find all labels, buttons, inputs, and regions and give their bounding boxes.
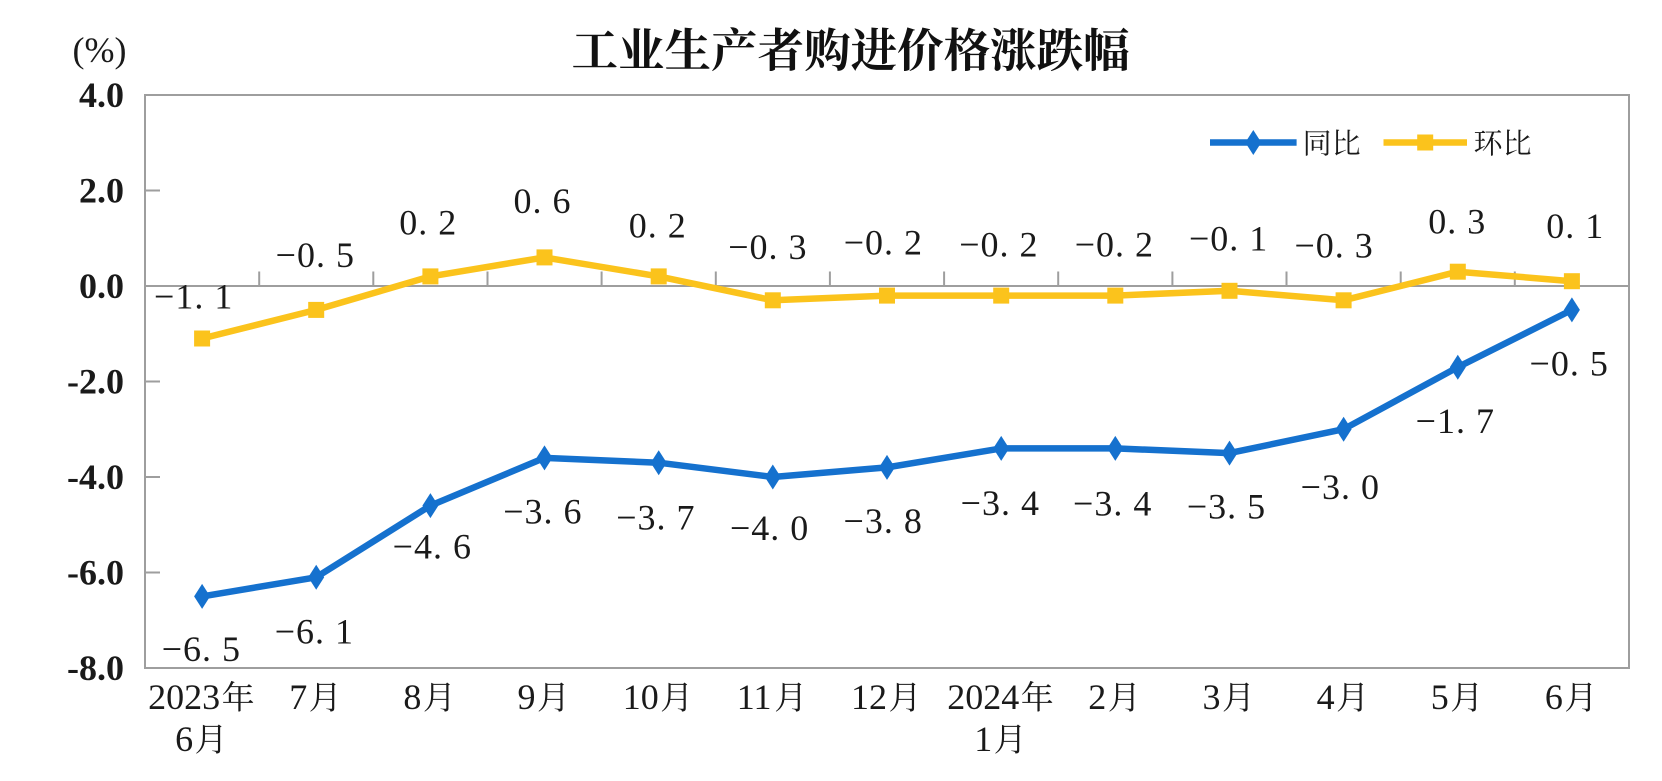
svg-text:−4. 6: −4. 6: [393, 527, 472, 567]
svg-text:−0. 3: −0. 3: [728, 227, 807, 267]
svg-text:6: 6: [175, 719, 193, 759]
svg-text:−3. 7: −3. 7: [616, 497, 695, 537]
svg-text:−0. 5: −0. 5: [1530, 344, 1609, 384]
svg-text:−3. 6: −3. 6: [503, 491, 582, 531]
svg-text:-8.0: -8.0: [67, 648, 124, 688]
svg-text:−6. 1: −6. 1: [275, 612, 354, 652]
svg-text:0. 6: 0. 6: [514, 181, 572, 221]
svg-text:−0. 3: −0. 3: [1294, 225, 1373, 265]
svg-text:−4. 0: −4. 0: [730, 508, 809, 548]
svg-text:10: 10: [623, 677, 659, 717]
svg-text:−0. 2: −0. 2: [1075, 224, 1154, 264]
svg-text:0.0: 0.0: [79, 266, 124, 306]
svg-text:2024: 2024: [947, 677, 1019, 717]
svg-text:9: 9: [518, 677, 536, 717]
svg-text:(%): (%): [73, 30, 127, 70]
svg-text:−0. 2: −0. 2: [959, 224, 1038, 264]
svg-text:-6.0: -6.0: [67, 553, 124, 593]
svg-text:−3. 0: −3. 0: [1301, 467, 1380, 507]
svg-text:−0. 5: −0. 5: [276, 235, 355, 275]
svg-text:-2.0: -2.0: [67, 362, 124, 402]
svg-text:4: 4: [1317, 677, 1335, 717]
svg-text:−0. 2: −0. 2: [844, 223, 923, 263]
svg-text:−6. 5: −6. 5: [162, 629, 241, 669]
svg-text:5: 5: [1431, 677, 1449, 717]
svg-text:4.0: 4.0: [79, 75, 124, 115]
svg-text:2.0: 2.0: [79, 171, 124, 211]
svg-text:12: 12: [851, 677, 887, 717]
svg-text:2023: 2023: [148, 677, 220, 717]
svg-text:−3. 4: −3. 4: [961, 483, 1040, 523]
svg-text:7: 7: [289, 677, 307, 717]
svg-text:2: 2: [1088, 677, 1106, 717]
svg-text:0. 2: 0. 2: [399, 203, 457, 243]
svg-text:0. 1: 0. 1: [1546, 206, 1604, 246]
svg-text:0. 2: 0. 2: [629, 205, 687, 245]
svg-text:8: 8: [403, 677, 421, 717]
svg-text:−1. 7: −1. 7: [1416, 401, 1495, 441]
svg-text:3: 3: [1203, 677, 1221, 717]
svg-text:-4.0: -4.0: [67, 457, 124, 497]
svg-text:−3. 5: −3. 5: [1187, 486, 1266, 526]
svg-text:0. 3: 0. 3: [1428, 202, 1486, 242]
svg-text:−3. 8: −3. 8: [844, 501, 923, 541]
svg-text:−0. 1: −0. 1: [1189, 219, 1268, 259]
svg-text:1: 1: [974, 719, 992, 759]
svg-text:−3. 4: −3. 4: [1073, 483, 1152, 523]
svg-text:−1. 1: −1. 1: [154, 277, 233, 317]
svg-text:11: 11: [737, 677, 772, 717]
svg-text:6: 6: [1545, 677, 1563, 717]
